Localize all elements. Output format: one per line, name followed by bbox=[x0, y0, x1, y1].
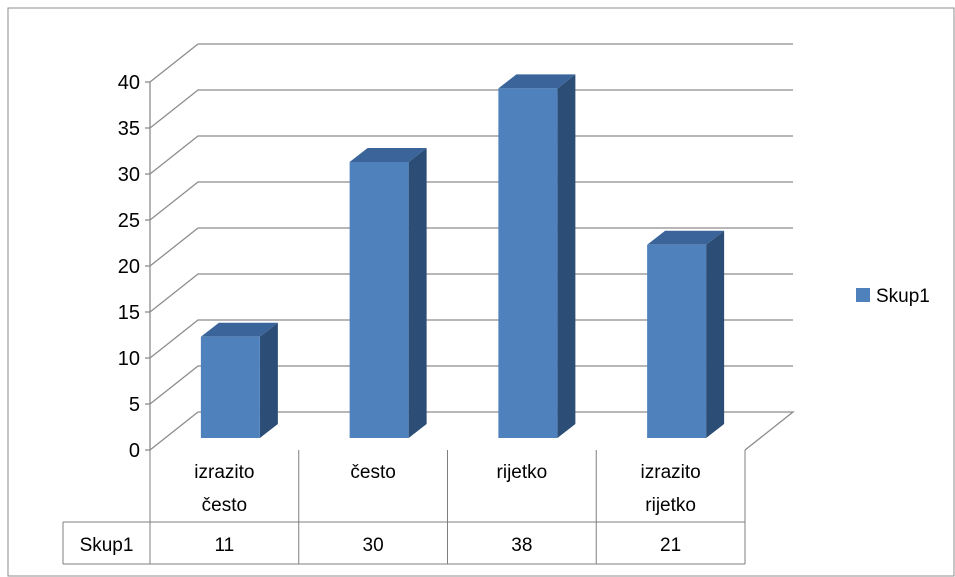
table-value: 11 bbox=[215, 535, 235, 556]
bar-front-face bbox=[498, 88, 558, 439]
floor-gridline bbox=[149, 411, 795, 451]
bar-front-face bbox=[647, 244, 707, 438]
bar-top-face bbox=[349, 148, 427, 162]
gridline bbox=[149, 181, 793, 221]
bar-top-face bbox=[498, 74, 576, 89]
x-category-label: rijetko bbox=[645, 495, 696, 516]
gridline bbox=[149, 89, 793, 129]
bar-front-face bbox=[200, 336, 260, 438]
bar-series bbox=[200, 74, 725, 439]
legend-label: Skup1 bbox=[876, 286, 930, 307]
bar-side-face bbox=[706, 230, 725, 438]
y-tick-label: 30 bbox=[118, 164, 140, 186]
y-tick-label: 10 bbox=[118, 348, 140, 370]
bar bbox=[200, 322, 278, 438]
table-value: 30 bbox=[363, 535, 384, 556]
gridline bbox=[149, 135, 793, 175]
table-row-header: Skup1 bbox=[80, 535, 134, 556]
x-category-label: često bbox=[350, 462, 395, 483]
gridline bbox=[149, 319, 793, 359]
bar bbox=[349, 148, 427, 438]
x-category-label: izrazito bbox=[194, 462, 254, 483]
bar bbox=[647, 230, 725, 438]
bar-side-face bbox=[259, 322, 278, 438]
legend: Skup1 bbox=[856, 286, 930, 307]
bar-front-face bbox=[349, 162, 409, 438]
chart-frame bbox=[7, 7, 955, 577]
y-tick-label: 40 bbox=[118, 72, 140, 94]
y-axis: 0 5 10 15 20 25 30 35 40 bbox=[118, 72, 150, 462]
y-tick-label: 15 bbox=[118, 302, 140, 324]
legend-swatch bbox=[856, 288, 870, 302]
bar-top-face bbox=[200, 322, 278, 337]
y-tick-label: 25 bbox=[118, 210, 140, 232]
y-tick-label: 0 bbox=[129, 440, 140, 462]
y-tick-label: 5 bbox=[129, 394, 140, 416]
table-value: 21 bbox=[660, 535, 681, 556]
gridline bbox=[149, 227, 793, 267]
y-tick-label: 20 bbox=[118, 256, 140, 278]
y-tick-label: 35 bbox=[118, 118, 140, 140]
bar-side-face bbox=[408, 148, 427, 438]
table-value: 38 bbox=[511, 535, 532, 556]
x-category-label: rijetko bbox=[497, 462, 548, 483]
gridline bbox=[149, 273, 793, 313]
data-table: izrazito često često rijetko izrazito rijetko… bbox=[62, 450, 746, 565]
gridline bbox=[149, 365, 793, 405]
x-category-label: često bbox=[202, 495, 247, 516]
bar bbox=[498, 74, 576, 439]
gridline bbox=[149, 43, 793, 83]
x-category-label: izrazito bbox=[641, 462, 701, 483]
bar-top-face bbox=[647, 230, 725, 245]
bar-side-face bbox=[557, 74, 576, 439]
